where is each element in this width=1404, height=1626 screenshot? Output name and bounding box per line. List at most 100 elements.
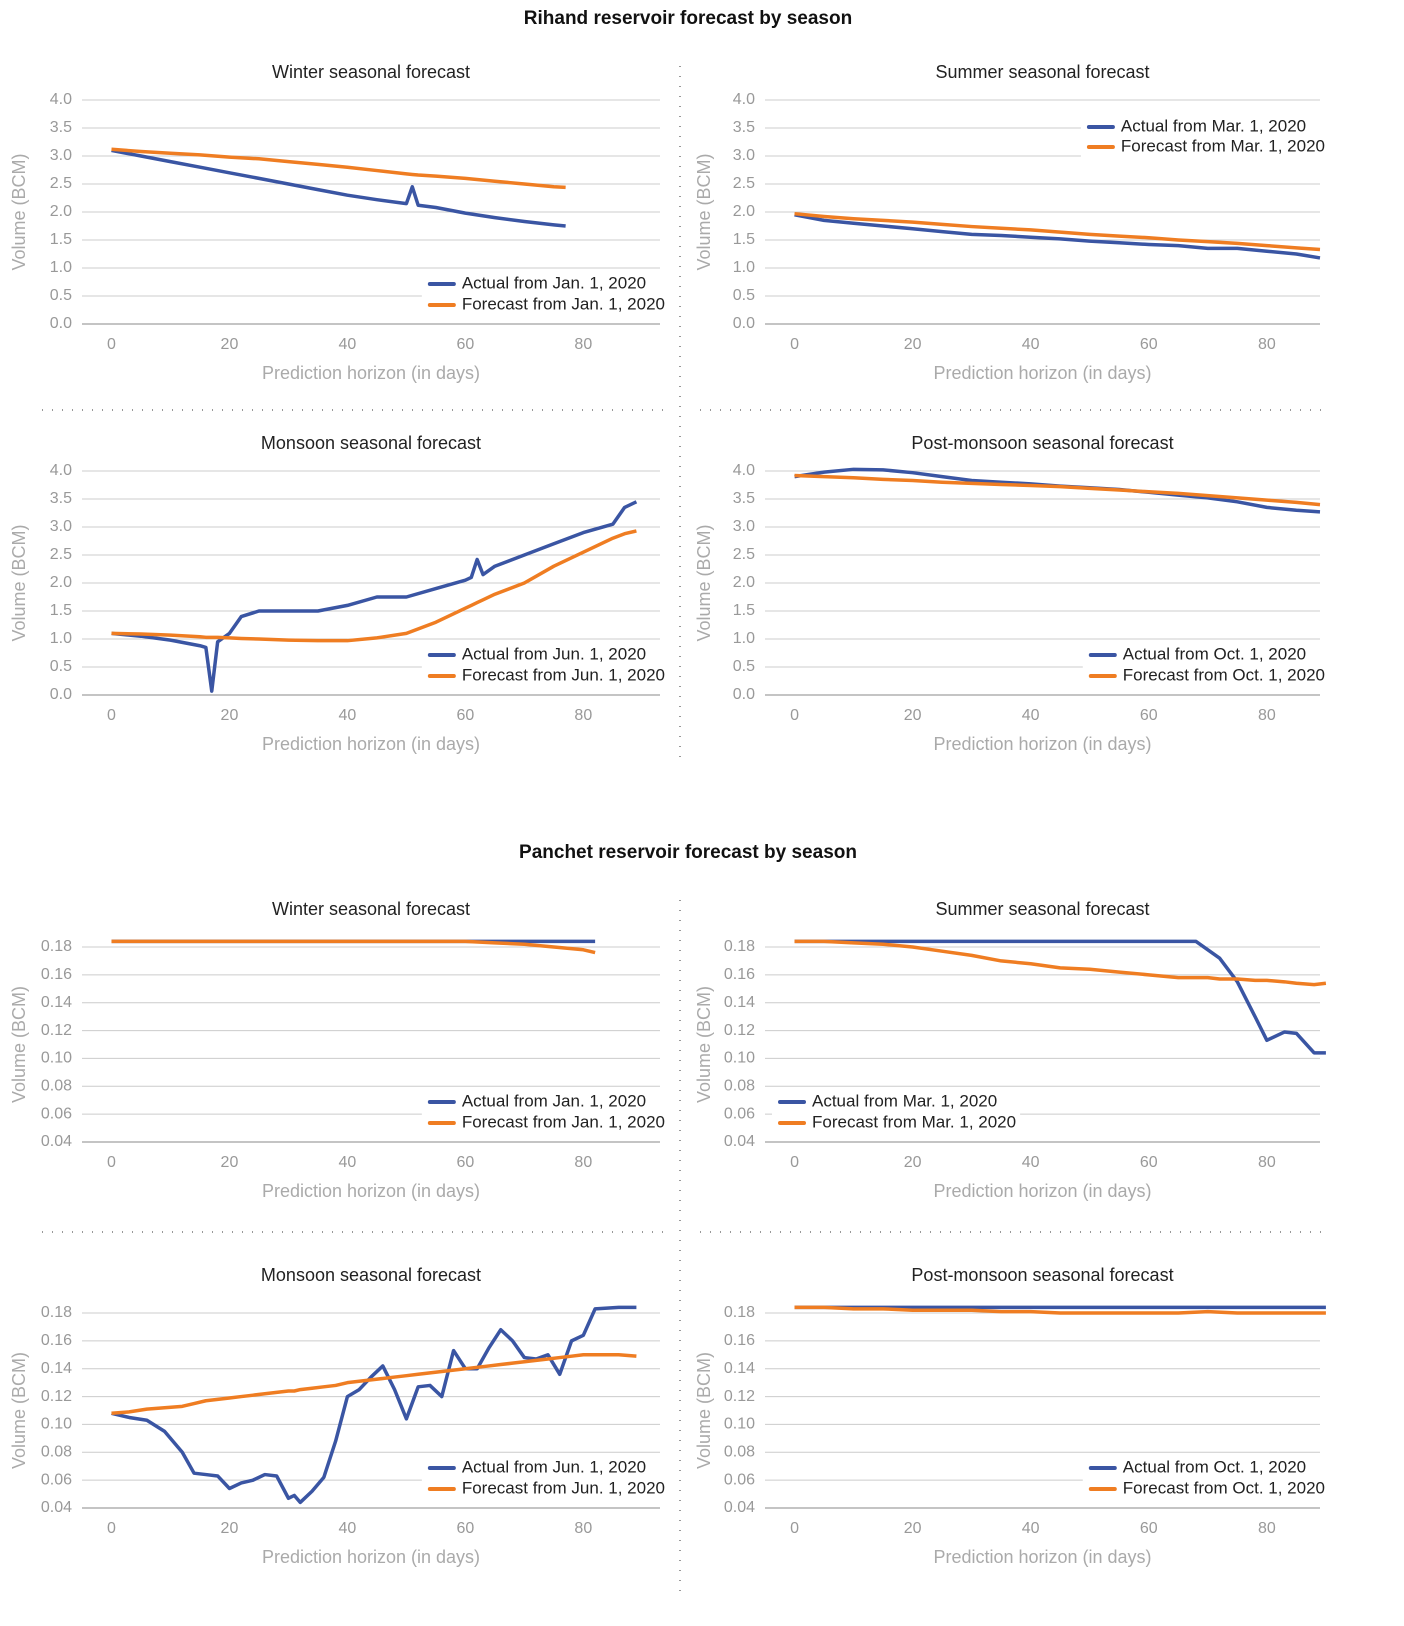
- legend: Actual from Mar. 1, 2020 Forecast from Ma…: [772, 1090, 1021, 1135]
- y-tick-label: 1.5: [733, 231, 755, 248]
- y-tick-label: 0.16: [41, 1332, 72, 1349]
- x-tick-label: 40: [1022, 1520, 1040, 1537]
- x-axis-label: Prediction horizon (in days): [933, 734, 1151, 754]
- x-tick-label: 40: [339, 1154, 357, 1171]
- y-tick-label: 0.04: [724, 1499, 755, 1516]
- y-tick-label: 3.0: [50, 518, 72, 535]
- legend-label: Actual from Mar. 1, 2020: [812, 1091, 997, 1110]
- y-tick-label: 4.0: [50, 91, 72, 108]
- chart-title: Post-monsoon seasonal forecast: [911, 1265, 1173, 1285]
- series-line: [111, 529, 637, 643]
- y-tick-label: 3.0: [50, 147, 72, 164]
- x-tick-label: 60: [1140, 707, 1158, 724]
- y-tick-label: 1.5: [733, 602, 755, 619]
- series-line: [794, 211, 1321, 252]
- y-tick-label: 4.0: [733, 462, 755, 479]
- x-axis-label: Prediction horizon (in days): [933, 1547, 1151, 1567]
- legend-label: Actual from Oct. 1, 2020: [1123, 644, 1306, 663]
- y-tick-label: 3.5: [50, 119, 72, 136]
- section-title: Rihand reservoir forecast by season: [524, 8, 852, 29]
- x-tick-label: 60: [456, 336, 474, 353]
- chart-title: Monsoon seasonal forecast: [261, 433, 481, 453]
- legend: Actual from Oct. 1, 2020 Forecast from Oc…: [1082, 643, 1325, 688]
- x-tick-label: 80: [1258, 336, 1276, 353]
- x-tick-label: 0: [790, 1154, 799, 1171]
- y-tick-label: 0.5: [733, 658, 755, 675]
- legend-label: Actual from Jun. 1, 2020: [462, 1457, 646, 1476]
- y-axis-label: Volume (BCM): [9, 153, 29, 270]
- chart-title: Monsoon seasonal forecast: [261, 1265, 481, 1285]
- legend-label: Actual from Jun. 1, 2020: [462, 644, 646, 663]
- y-tick-label: 0.14: [724, 994, 755, 1011]
- y-tick-label: 0.16: [724, 966, 755, 983]
- y-tick-label: 2.0: [50, 574, 72, 591]
- legend-label: Forecast from Oct. 1, 2020: [1123, 665, 1325, 684]
- x-tick-label: 60: [456, 707, 474, 724]
- legend-background: [1082, 643, 1320, 688]
- y-tick-label: 2.5: [733, 546, 755, 563]
- x-tick-label: 80: [1258, 1154, 1276, 1171]
- series-line: [111, 147, 566, 190]
- legend-label: Forecast from Jan. 1, 2020: [462, 294, 665, 313]
- x-tick-label: 60: [456, 1154, 474, 1171]
- legend-label: Actual from Oct. 1, 2020: [1123, 1457, 1306, 1476]
- legend-background: [1080, 115, 1320, 159]
- x-tick-label: 0: [790, 707, 799, 724]
- legend-background: [1082, 1456, 1320, 1501]
- legend: Actual from Jan. 1, 2020 Forecast from Ja…: [421, 1090, 665, 1135]
- y-tick-label: 3.5: [50, 490, 72, 507]
- chart: Winter seasonal forecast Prediction horiz…: [9, 899, 660, 1201]
- x-tick-label: 80: [574, 1520, 592, 1537]
- y-tick-label: 4.0: [50, 462, 72, 479]
- x-tick-label: 20: [221, 336, 239, 353]
- chart: Summer seasonal forecast Prediction horiz…: [694, 62, 1321, 383]
- x-tick-label: 80: [574, 707, 592, 724]
- y-tick-label: 0.12: [724, 1022, 755, 1039]
- chart-title: Summer seasonal forecast: [935, 899, 1149, 919]
- y-axis-label: Volume (BCM): [694, 153, 714, 270]
- series-line: [794, 467, 1321, 514]
- y-tick-label: 0.10: [724, 1416, 755, 1433]
- legend-label: Forecast from Jun. 1, 2020: [462, 665, 665, 684]
- y-tick-label: 0.0: [50, 315, 72, 332]
- series-line: [794, 1305, 1326, 1315]
- x-tick-label: 80: [1258, 707, 1276, 724]
- legend-label: Forecast from Jun. 1, 2020: [462, 1478, 665, 1497]
- x-tick-label: 80: [1258, 1520, 1276, 1537]
- x-tick-label: 80: [574, 1154, 592, 1171]
- y-tick-label: 0.06: [41, 1105, 72, 1122]
- y-tick-label: 0.04: [41, 1133, 72, 1150]
- legend-background: [421, 272, 660, 317]
- chart-title: Post-monsoon seasonal forecast: [911, 433, 1173, 453]
- x-tick-label: 80: [574, 336, 592, 353]
- x-tick-label: 20: [904, 1520, 922, 1537]
- legend: Actual from Oct. 1, 2020 Forecast from Oc…: [1082, 1456, 1325, 1501]
- x-tick-label: 40: [1022, 336, 1040, 353]
- y-tick-label: 0.18: [41, 1304, 72, 1321]
- chart: Winter seasonal forecast Prediction horiz…: [9, 62, 660, 383]
- y-tick-label: 2.0: [733, 574, 755, 591]
- x-tick-label: 60: [1140, 336, 1158, 353]
- y-tick-label: 1.0: [733, 630, 755, 647]
- y-tick-label: 0.14: [724, 1360, 755, 1377]
- y-tick-label: 0.06: [724, 1471, 755, 1488]
- chart: Post-monsoon seasonal forecast Prediction…: [694, 1265, 1326, 1567]
- series-line: [111, 500, 638, 693]
- y-axis-label: Volume (BCM): [694, 1352, 714, 1469]
- y-tick-label: 0.10: [41, 1050, 72, 1067]
- y-axis-label: Volume (BCM): [9, 1352, 29, 1469]
- legend-background: [421, 1090, 660, 1135]
- x-axis-label: Prediction horizon (in days): [262, 363, 480, 383]
- y-tick-label: 0.04: [41, 1499, 72, 1516]
- y-tick-label: 2.5: [50, 546, 72, 563]
- legend: Actual from Jan. 1, 2020 Forecast from Ja…: [421, 272, 665, 317]
- legend-label: Forecast from Mar. 1, 2020: [812, 1112, 1016, 1131]
- x-tick-label: 0: [107, 1154, 116, 1171]
- x-tick-label: 60: [456, 1520, 474, 1537]
- series-line: [794, 473, 1321, 507]
- y-tick-label: 0.08: [724, 1444, 755, 1461]
- legend-label: Actual from Jan. 1, 2020: [462, 1091, 646, 1110]
- x-tick-label: 20: [221, 1154, 239, 1171]
- y-axis-label: Volume (BCM): [694, 986, 714, 1103]
- x-axis-label: Prediction horizon (in days): [262, 1181, 480, 1201]
